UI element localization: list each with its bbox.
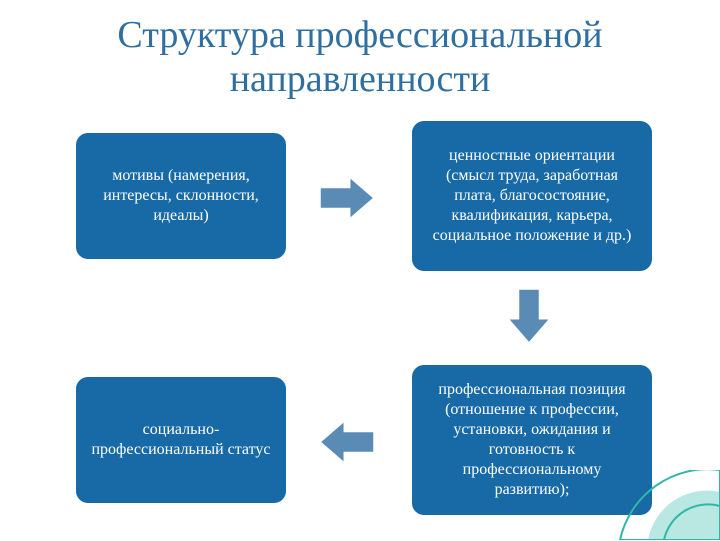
page-title: Структура профессиональной направленност… — [0, 0, 720, 109]
flow-box-label: ценностные ориентации (смысл труда, зара… — [426, 146, 638, 246]
flow-box-label: социально-профессиональный статус — [90, 420, 272, 460]
flow-box-motives: мотивы (намерения, интересы, склонности,… — [74, 131, 288, 261]
flow-box-values: ценностные ориентации (смысл труда, зара… — [410, 119, 654, 273]
arrow-down-icon — [508, 289, 550, 343]
flow-box-label: мотивы (намерения, интересы, склонности,… — [90, 166, 272, 226]
flow-box-status: социально-профессиональный статус — [74, 375, 288, 505]
arrow-right-icon — [320, 177, 374, 219]
arrow-left-icon — [320, 421, 374, 463]
corner-decoration — [600, 470, 720, 540]
